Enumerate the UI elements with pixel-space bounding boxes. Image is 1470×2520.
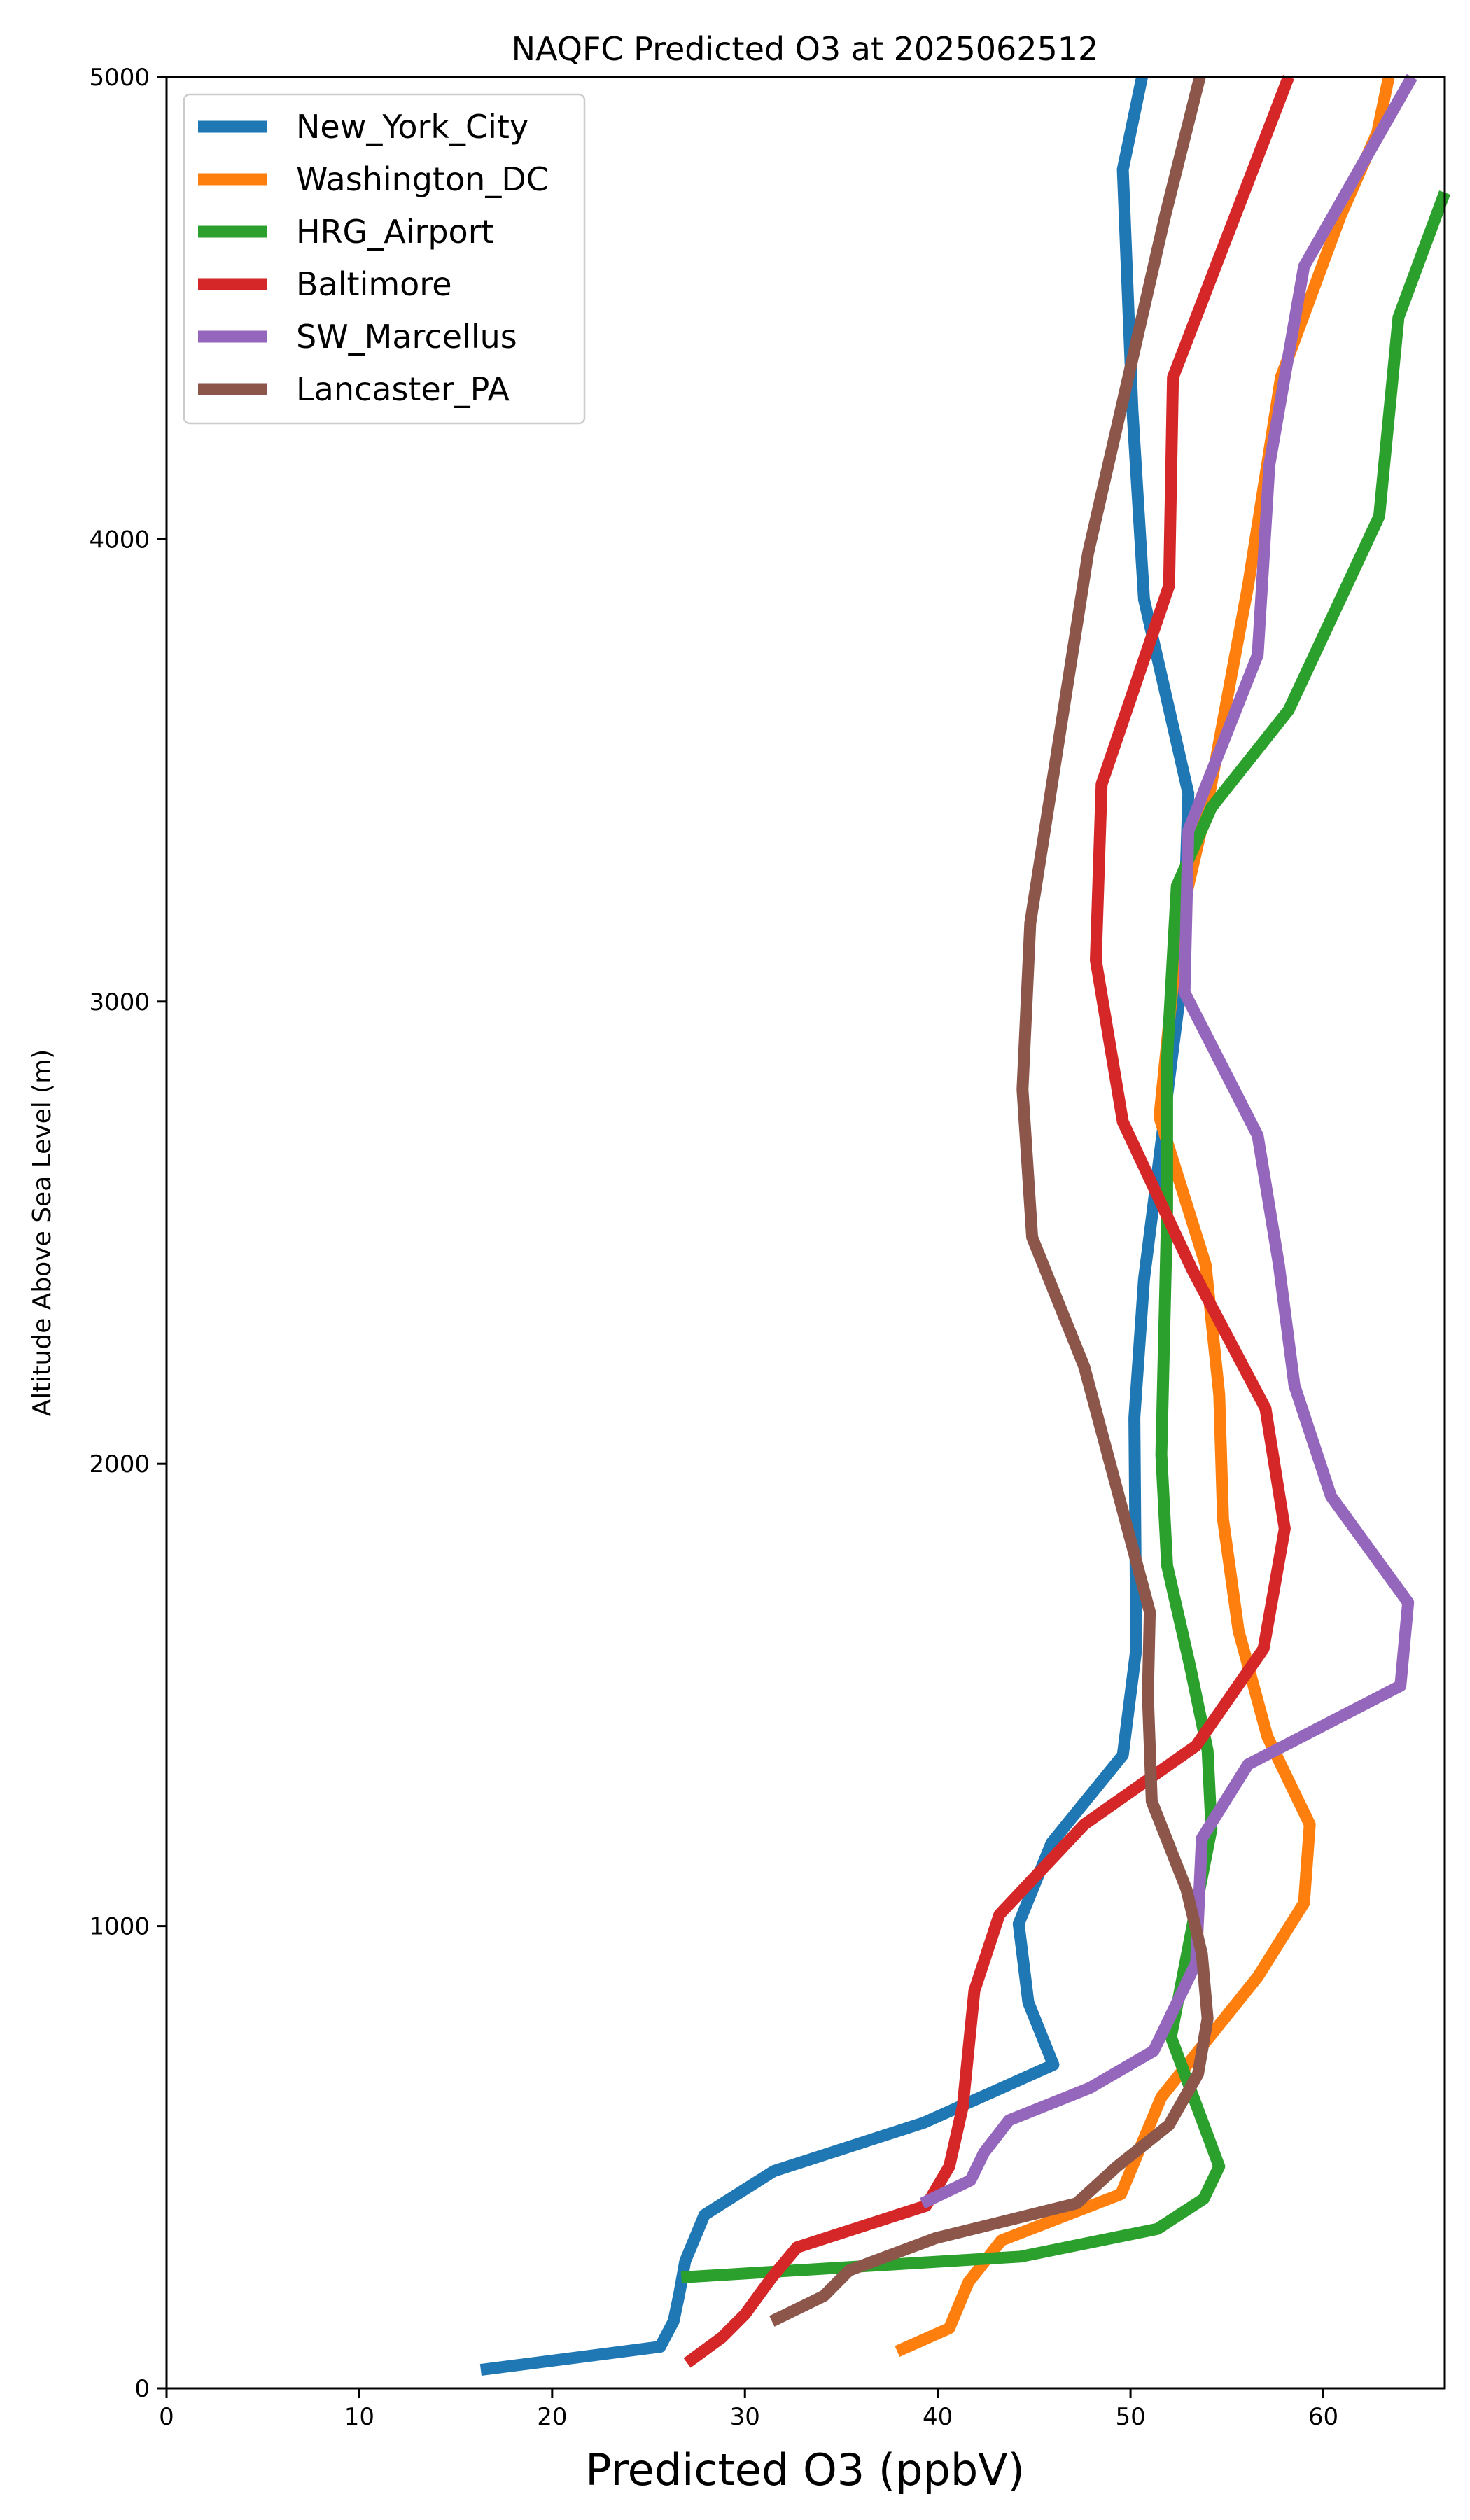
- series-line-hrg-airport: [680, 190, 1450, 2283]
- legend-label: Lancaster_PA: [296, 370, 510, 408]
- x-tick-label: 50: [1115, 2403, 1145, 2431]
- y-tick-label: 3000: [89, 988, 150, 1016]
- x-tick-label: 20: [537, 2403, 567, 2431]
- x-tick-label: 40: [923, 2403, 953, 2431]
- legend-label: SW_Marcellus: [296, 318, 517, 356]
- series-line-new-york-city: [479, 76, 1195, 2376]
- x-axis: 0 10 20 30 40 50 60: [159, 2388, 1338, 2431]
- series-line-sw-marcellus: [919, 74, 1418, 2209]
- y-tick-label: 5000: [89, 64, 150, 92]
- y-axis: 0 1000 2000 3000 4000 5000: [89, 64, 167, 2403]
- legend-label: Washington_DC: [296, 160, 549, 198]
- y-axis-title: Altitude Above Sea Level (m): [28, 1049, 57, 1417]
- x-axis-title: Predicted O3 (ppbV): [585, 2444, 1025, 2496]
- legend: New_York_City Washington_DC HRG_Airport Bal…: [183, 93, 586, 425]
- series-line-lancaster-pa: [769, 75, 1214, 2327]
- series-line-baltimore: [683, 74, 1294, 2368]
- chart-title: NAQFC Predicted O3 at 2025062512: [512, 30, 1099, 68]
- legend-label: New_York_City: [296, 108, 528, 146]
- y-tick-label: 1000: [89, 1913, 150, 1941]
- x-tick-label: 30: [730, 2403, 760, 2431]
- x-tick-label: 0: [159, 2403, 174, 2431]
- x-tick-label: 10: [344, 2403, 374, 2431]
- y-tick-label: 2000: [89, 1450, 150, 1478]
- y-tick-label: 0: [134, 2375, 150, 2403]
- plot-area: [165, 74, 1450, 2390]
- x-tick-label: 60: [1308, 2403, 1338, 2431]
- y-tick-label: 4000: [89, 526, 150, 554]
- legend-label: HRG_Airport: [296, 213, 494, 251]
- legend-label: Baltimore: [296, 265, 452, 303]
- plot-frame: [165, 76, 1446, 2390]
- legend-box: [183, 93, 586, 425]
- series-layer: [479, 74, 1450, 2376]
